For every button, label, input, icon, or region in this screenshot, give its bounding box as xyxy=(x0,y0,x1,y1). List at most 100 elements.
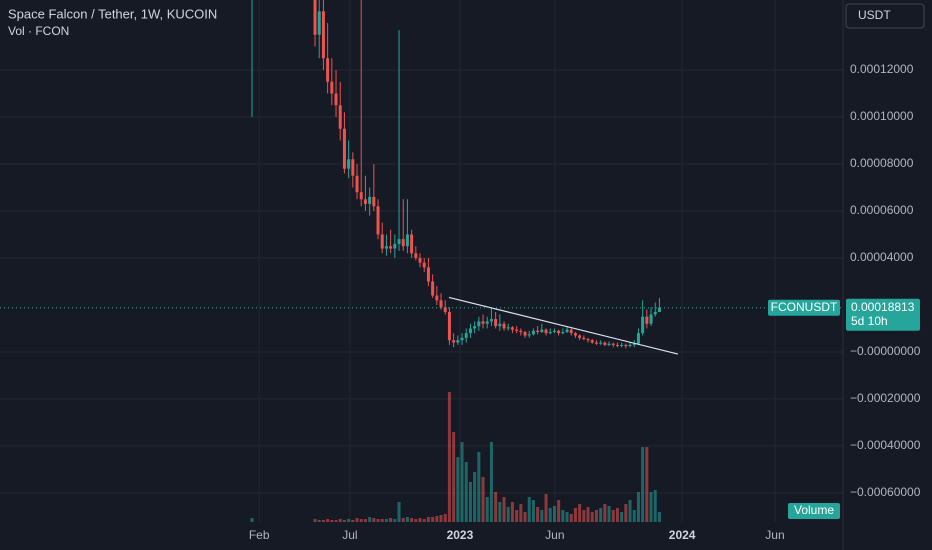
volume-bar xyxy=(645,447,649,522)
candle-body xyxy=(502,323,506,329)
candle-body xyxy=(414,253,418,258)
volume-bar xyxy=(624,504,628,522)
volume-bar xyxy=(342,520,346,522)
volume-bar xyxy=(578,504,582,522)
candle-body xyxy=(456,340,460,343)
volume-bar xyxy=(439,515,443,522)
candle-body xyxy=(498,323,502,327)
volume-bar xyxy=(351,520,355,522)
candle-body xyxy=(393,243,397,249)
candle-body xyxy=(338,105,342,129)
last-price-label: 0.00018813 xyxy=(851,300,915,314)
candle-body xyxy=(473,326,477,329)
candle-body xyxy=(548,331,552,334)
price-pane xyxy=(0,0,843,355)
candle-body xyxy=(527,334,531,336)
volume-bar xyxy=(628,500,632,522)
volume-bar xyxy=(460,442,464,522)
candle-body xyxy=(494,319,498,327)
volume-bar xyxy=(632,510,636,522)
volume-pane xyxy=(250,392,661,522)
x-tick-label: Jul xyxy=(342,528,357,542)
volume-bar xyxy=(657,512,661,522)
volume-bar xyxy=(557,500,561,522)
symbol-label-box xyxy=(768,299,840,316)
price-label-box xyxy=(846,298,920,331)
volume-bar xyxy=(641,447,645,522)
volume-bar xyxy=(536,507,540,522)
volume-bar xyxy=(527,497,531,522)
volume-bar xyxy=(653,490,657,522)
volume-bar xyxy=(582,510,586,522)
candle-body xyxy=(607,343,611,345)
volume-bar xyxy=(380,519,384,522)
candle-body xyxy=(313,0,317,35)
candle-body xyxy=(418,257,422,263)
candle-body xyxy=(657,307,661,313)
candle-body xyxy=(603,342,607,345)
candle-body xyxy=(426,267,430,282)
volume-bar xyxy=(489,442,493,522)
candle-body xyxy=(468,328,472,334)
volume-bar xyxy=(477,452,481,522)
volume-bar xyxy=(334,520,338,522)
volume-bar xyxy=(636,492,640,522)
volume-bar xyxy=(410,518,414,522)
x-tick-label: 2024 xyxy=(669,528,696,542)
grid xyxy=(0,0,843,522)
candle-body xyxy=(460,337,464,341)
candle-body xyxy=(443,307,447,313)
candle-body xyxy=(481,321,485,324)
y-tick-label: 0.00008000 xyxy=(850,156,914,170)
volume-bar xyxy=(435,516,439,522)
volume-bar xyxy=(326,519,330,522)
candle-body xyxy=(582,337,586,340)
candle-body xyxy=(578,335,582,338)
candle-body xyxy=(573,333,577,336)
labels: 0.00012000 0.00010000 0.00008000 0.00006000… xyxy=(249,62,921,542)
countdown: 5d 10h xyxy=(851,314,888,328)
volume-bar xyxy=(376,519,380,522)
volume-label-box xyxy=(788,503,840,519)
y-tick-label: −0.00020000 xyxy=(850,391,921,405)
volume-bar xyxy=(599,508,603,522)
candle-body xyxy=(384,246,388,249)
y-tick-label: −0.00060000 xyxy=(850,485,921,499)
candle-body xyxy=(615,344,619,346)
volume-bar xyxy=(452,432,456,522)
candle-body xyxy=(611,343,615,345)
candle-body xyxy=(464,333,468,338)
volume-bar xyxy=(317,520,321,522)
volume-bar xyxy=(401,518,405,522)
candle-body xyxy=(523,331,527,336)
candle-body xyxy=(376,206,380,235)
volume-bar xyxy=(603,504,607,522)
candle-body xyxy=(552,330,556,332)
candle-body xyxy=(653,312,657,315)
volume-bar xyxy=(506,507,510,522)
volume-bar xyxy=(443,514,447,522)
candle-body xyxy=(590,340,594,343)
volume-bar xyxy=(422,519,426,522)
candle-body xyxy=(569,329,573,334)
candle-body xyxy=(435,295,439,301)
currency-box[interactable] xyxy=(845,3,925,29)
y-tick-label: −0.00040000 xyxy=(850,438,921,452)
x-tick-label: 2023 xyxy=(447,528,474,542)
volume-bar xyxy=(540,510,544,522)
volume-bar xyxy=(321,520,325,522)
currency[interactable]: USDT xyxy=(858,8,891,22)
volume-bar xyxy=(384,519,388,522)
candle-body xyxy=(565,329,569,332)
volume-bar xyxy=(250,518,254,522)
volume-bar xyxy=(456,457,460,522)
candle-body xyxy=(321,11,325,59)
candle-body xyxy=(342,128,346,169)
y-tick-label: 0.00004000 xyxy=(850,250,914,264)
volume-bar xyxy=(510,502,514,522)
candle-body xyxy=(586,339,590,341)
candle-body xyxy=(351,159,355,176)
y-tick-label: −0.00000000 xyxy=(850,344,921,358)
